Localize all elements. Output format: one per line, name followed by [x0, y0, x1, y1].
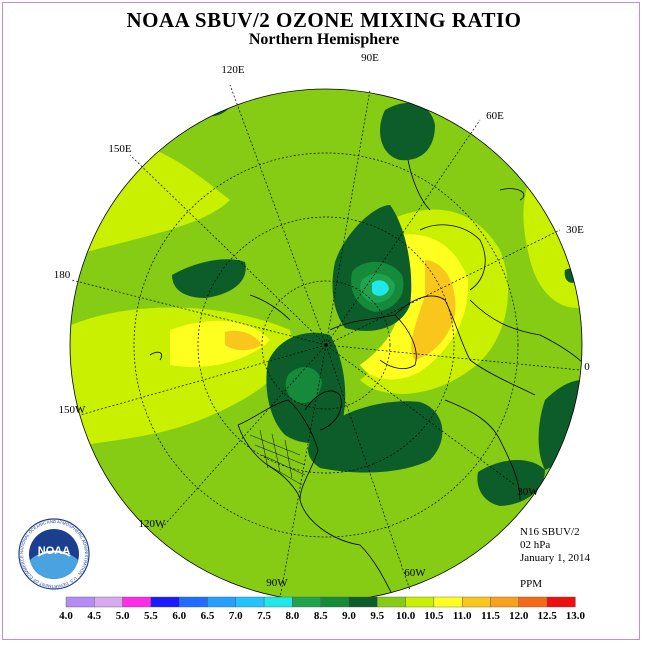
colorbar-swatch [263, 596, 293, 608]
colorbar-label: 12.0 [509, 610, 529, 622]
state-borders [249, 429, 306, 486]
colorbar-swatch [178, 596, 208, 608]
colorbar-label: 9.5 [370, 610, 384, 622]
instrument-label: N16 SBUV/2 [520, 526, 580, 538]
colorbar-label: 12.5 [537, 610, 557, 622]
colorbar-label: 6.0 [172, 610, 186, 622]
colorbar-label: 4.0 [59, 610, 73, 622]
colorbar-label: 11.5 [481, 610, 500, 622]
colorbar-swatch [348, 596, 378, 608]
colorbar-swatch [122, 596, 152, 608]
graticule [71, 84, 581, 599]
colorbar-swatch [518, 596, 548, 608]
colorbar-label: 13.0 [566, 610, 586, 622]
colorbar-swatch [207, 596, 236, 608]
colorbar-swatch [433, 596, 463, 608]
colorbar-label: 7.0 [229, 610, 243, 622]
lon-label-90w: 90W [266, 577, 288, 589]
field-10.5-11.0-b [411, 260, 456, 360]
lon-label-150w: 150W [59, 404, 87, 416]
colorbar-swatch [405, 596, 435, 608]
colorbar-swatch [65, 596, 95, 608]
map-subtitle: Northern Hemisphere [248, 31, 400, 48]
units-label: PPM [520, 578, 543, 590]
field-10.0-10.5-a [170, 320, 270, 368]
lon-label-90e: 90E [361, 52, 379, 64]
logo-wave [30, 551, 78, 579]
colorbar-label: 7.5 [257, 610, 271, 622]
pressure-level: 02 hPa [520, 539, 551, 551]
field-10.5-11.0-a [225, 330, 262, 351]
lon-label-30w: 30W [517, 486, 539, 498]
lon-label-180: 180 [54, 269, 71, 281]
logo-text: NOAA [38, 545, 70, 557]
field-8.0-8.5-b [285, 366, 322, 404]
colorbar-labels: 4.0 4.5 5.0 5.5 6.0 6.5 7.0 7.5 8.0 8.5 9.0 9.5 10.0… [59, 610, 585, 622]
lon-label-60w: 60W [404, 567, 426, 579]
lon-label-60e: 60E [486, 110, 504, 122]
lon-label-0: 0 [584, 361, 590, 373]
colorbar-swatches [65, 596, 576, 608]
colorbar-swatch [292, 596, 321, 608]
colorbar-label: 8.0 [286, 610, 300, 622]
field-8.5-9.0-g [477, 460, 545, 506]
colorbar-swatch [546, 596, 576, 608]
colorbar-label: 4.5 [87, 610, 101, 622]
coastlines [149, 159, 582, 601]
colorbar-swatch [490, 596, 519, 608]
lon-label-150e: 150E [108, 143, 132, 155]
colorbar-swatch [462, 596, 491, 608]
colorbar-swatch [320, 596, 350, 608]
colorbar-label: 10.5 [424, 610, 444, 622]
lon-label-30e: 30E [566, 224, 584, 236]
logo-bird [37, 550, 71, 557]
field-8.5-9.0-b [380, 102, 435, 161]
colorbar-label: 5.0 [116, 610, 130, 622]
page-frame [2, 2, 640, 640]
field-7.0-7.5 [372, 280, 389, 296]
colorbar-label: 6.5 [201, 610, 215, 622]
colorbar-swatch [235, 596, 265, 608]
colorbar-label: 5.5 [144, 610, 158, 622]
map-title: NOAA SBUV/2 OZONE MIXING RATIO [126, 8, 522, 32]
colorbar-label: 11.0 [453, 610, 472, 622]
colorbar-swatch [377, 596, 406, 608]
field-8.5-9.0-f [308, 401, 443, 473]
colorbar-swatch [150, 596, 180, 608]
info-block: N16 SBUV/2 02 hPa January 1, 2014 PPM [520, 526, 590, 591]
colorbar-label: 10.0 [396, 610, 416, 622]
map-date: January 1, 2014 [520, 552, 590, 564]
colorbar-swatch [94, 596, 123, 608]
lon-label-120e: 120E [221, 64, 245, 76]
field-8.5-9.0-c [172, 259, 246, 298]
noaa-logo: NOAA NATIONAL OCEANIC AND ATMOSPHERIC AD… [18, 518, 90, 590]
lon-label-120w: 120W [139, 518, 167, 530]
colorbar-label: 9.0 [342, 610, 356, 622]
colorbar-label: 8.5 [314, 610, 328, 622]
